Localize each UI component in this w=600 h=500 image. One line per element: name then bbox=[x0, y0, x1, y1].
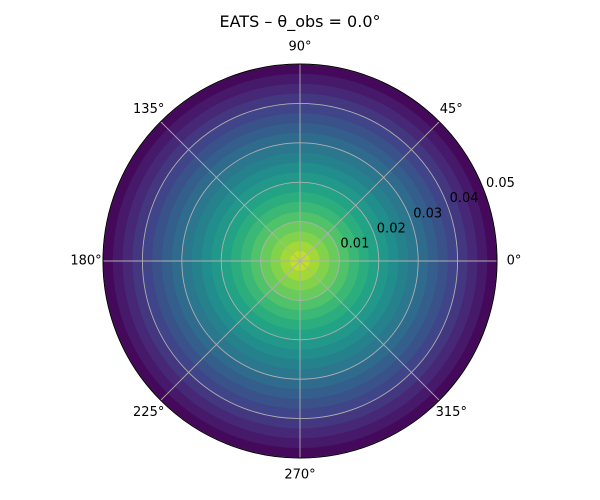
radial-tick-label: 0.01 bbox=[340, 236, 369, 251]
theta-tick-label: 270° bbox=[284, 468, 315, 483]
angular-gridline bbox=[299, 260, 440, 401]
theta-tick-label: 315° bbox=[436, 405, 467, 420]
theta-tick-label: 45° bbox=[440, 102, 463, 117]
angular-gridline bbox=[160, 260, 301, 401]
theta-tick-label: 135° bbox=[133, 102, 164, 117]
radial-tick-label: 0.03 bbox=[413, 206, 442, 221]
radial-tick-label: 0.04 bbox=[450, 191, 479, 206]
theta-tick-label: 0° bbox=[507, 254, 522, 269]
radial-tick-label: 0.05 bbox=[486, 176, 515, 191]
radial-tick-label: 0.02 bbox=[377, 221, 406, 236]
radial-tick-labels: 0.01 0.02 0.03 0.04 0.05 bbox=[340, 176, 515, 251]
theta-tick-label: 180° bbox=[70, 254, 101, 269]
polar-spine bbox=[102, 63, 498, 459]
angular-gridline bbox=[160, 121, 301, 262]
theta-tick-labels: 0° 45° 90° 135° 180° 225° 270° 315° bbox=[70, 40, 521, 483]
angular-gridline bbox=[299, 121, 440, 262]
theta-tick-label: 225° bbox=[133, 405, 164, 420]
chart-title: EATS – θ_obs = 0.0° bbox=[219, 12, 381, 31]
theta-tick-label: 90° bbox=[288, 40, 311, 55]
polar-grid bbox=[102, 63, 498, 459]
